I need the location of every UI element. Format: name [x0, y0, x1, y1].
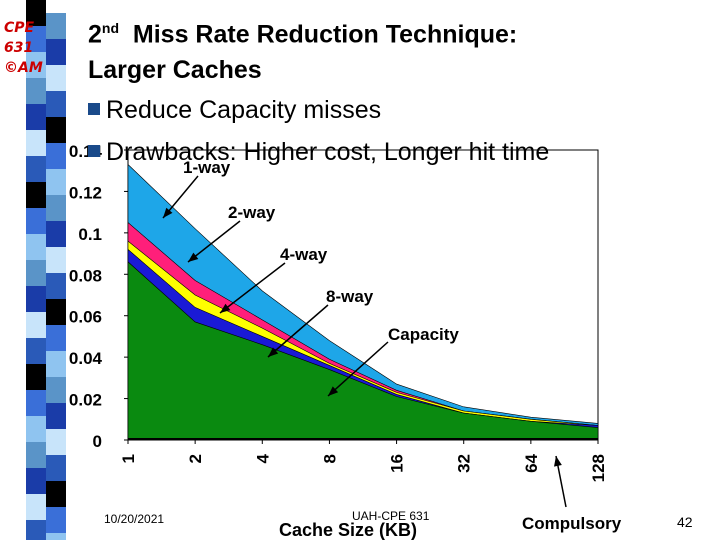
sidebar-square: [26, 468, 46, 494]
annotation-arrowhead: [188, 252, 199, 262]
bullet-text-2: Drawbacks: Higher cost, Longer hit time: [106, 138, 550, 166]
sidebar-square: [46, 299, 66, 325]
area-capacity: [127, 261, 599, 441]
x-tick-label: 1: [119, 454, 138, 463]
bullet-item-2: Drawbacks: Higher cost, Longer hit time: [88, 138, 549, 167]
sidebar-square: [26, 0, 46, 26]
sidebar-square: [46, 377, 66, 403]
x-tick-label: 4: [253, 453, 272, 463]
label-4-way: 4-way: [280, 245, 328, 264]
sidebar-square: [26, 104, 46, 130]
sidebar-square: [46, 455, 66, 481]
label-2-way: 2-way: [228, 203, 276, 222]
x-axis-label: Cache Size (KB): [279, 520, 417, 540]
sidebar-square: [26, 182, 46, 208]
y-tick-label: 0.08: [69, 266, 102, 285]
title-line-1: Miss Rate Reduction Technique:: [119, 20, 518, 49]
y-tick-label: 0.12: [69, 183, 102, 202]
label-compulsory: Compulsory: [522, 514, 622, 533]
sidebar-square: [26, 338, 46, 364]
sidebar-square: [26, 312, 46, 338]
sidebar-square: [26, 494, 46, 520]
annotation-arrow: [327, 341, 389, 397]
footer-center: UAH-CPE 631: [352, 509, 430, 523]
label-8-way: 8-way: [326, 287, 374, 306]
area-compulsory: [127, 438, 599, 441]
sidebar-square: [26, 130, 46, 156]
sidebar-square: [26, 286, 46, 312]
sidebar-square: [26, 78, 46, 104]
x-tick-label: 16: [388, 454, 407, 473]
sidebar-square: [26, 52, 46, 78]
sidebar-square: [46, 325, 66, 351]
sidebar-squares: [26, 0, 66, 545]
x-tick-label: 32: [455, 454, 474, 473]
sidebar-square: [46, 481, 66, 507]
annotation-arrowhead: [553, 456, 562, 467]
title-line-2: Larger Caches: [88, 56, 262, 85]
sidebar-square: [46, 195, 66, 221]
y-tick-label: 0.02: [69, 391, 102, 410]
bullet-text-1: Reduce Capacity misses: [106, 96, 382, 124]
sidebar-square: [46, 91, 66, 117]
sidebar-square: [46, 247, 66, 273]
annotation-arrow: [219, 262, 286, 314]
title-ordinal: 2: [88, 20, 102, 49]
annotation-arrow: [187, 220, 241, 263]
bullet-marker: [88, 103, 100, 115]
y-tick-label: 0: [93, 432, 102, 451]
sidebar-square: [46, 13, 66, 39]
sidebar-square: [26, 208, 46, 234]
sidebar-square: [26, 416, 46, 442]
annotation-arrowhead: [328, 386, 339, 396]
bullet-marker: [88, 145, 100, 157]
y-tick-label: 0.04: [69, 349, 103, 368]
logo-line-2: 631: [4, 40, 34, 56]
sidebar-square: [46, 429, 66, 455]
sidebar-square: [26, 26, 46, 52]
slide-title: 2nd Miss Rate Reduction Technique: Large…: [88, 10, 517, 88]
bullet-item-1: Reduce Capacity misses: [88, 96, 381, 125]
sidebar-square: [46, 65, 66, 91]
footer-page-number: 42: [677, 514, 693, 530]
sidebar-square: [46, 169, 66, 195]
x-tick-label: 64: [522, 453, 541, 472]
sidebar-square: [46, 39, 66, 65]
x-tick-label: 8: [320, 454, 339, 463]
sidebar-square: [26, 442, 46, 468]
sidebar-square: [26, 260, 46, 286]
sidebar-square: [46, 403, 66, 429]
sidebar-square: [46, 273, 66, 299]
label-1-way: 1-way: [183, 158, 231, 177]
logo-line-3: ©AM: [4, 60, 43, 76]
logo-line-1: CPE: [4, 20, 35, 36]
sidebar-square: [46, 143, 66, 169]
y-tick-label: 0.1: [78, 225, 102, 244]
annotation-arrowhead: [220, 303, 231, 313]
footer-date: 10/20/2021: [104, 512, 165, 526]
annotation-arrowhead: [268, 347, 279, 357]
sidebar-square: [26, 390, 46, 416]
sidebar-square: [46, 351, 66, 377]
sidebar-square: [46, 507, 66, 533]
sidebar-square: [46, 221, 66, 247]
x-tick-label: 2: [186, 454, 205, 463]
annotation-arrow: [267, 304, 329, 358]
sidebar-square: [46, 117, 66, 143]
label-capacity: Capacity: [388, 325, 459, 344]
x-tick-label: 128: [589, 454, 608, 482]
decorative-sidebar: [0, 0, 70, 545]
title-ordinal-suffix: nd: [101, 20, 120, 36]
sidebar-square: [26, 364, 46, 390]
sidebar-square: [26, 520, 46, 545]
annotation-arrowhead: [163, 207, 173, 218]
sidebar-square: [26, 234, 46, 260]
course-logo: CPE 631 ©AM: [4, 18, 43, 78]
y-tick-label: 0.06: [69, 308, 102, 327]
sidebar-square: [26, 156, 46, 182]
